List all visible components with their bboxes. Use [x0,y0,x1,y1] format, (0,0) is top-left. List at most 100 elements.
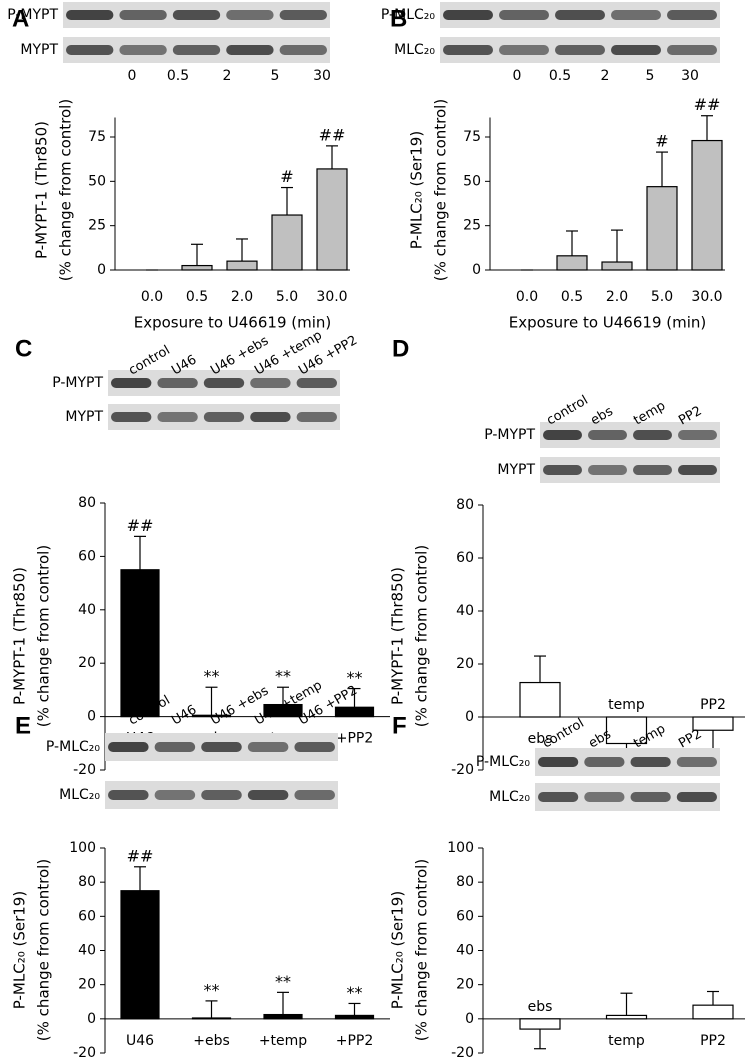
y-axis-label: P-MYPT-1 (Thr850) [11,567,29,705]
y-tick-label: 75 [88,129,106,145]
blot-row-label: MLC₂₀ [394,42,435,58]
blot-band [633,430,672,440]
bar [271,214,303,271]
x-tick-label: 0.5 [186,289,208,305]
lane-label: 5 [271,68,280,84]
blot-row-label: P-MYPT [7,7,58,23]
y-tick-label: 40 [78,602,96,618]
blot-band [538,792,579,802]
blot-band [294,790,335,800]
y-tick-label: 50 [463,173,481,189]
blot-band [678,465,717,475]
blot-row-label: MLC₂₀ [59,787,100,803]
bar [605,1014,648,1020]
x-axis-label: Exposure to U46619 (min) [134,314,332,332]
x-tick-label: PP2 [700,697,726,713]
y-axis-label: (% change from control) [413,859,431,1041]
x-tick-label: +PP2 [336,1033,374,1049]
lane-label: 0 [513,68,522,84]
blot-band [154,742,196,752]
blot-band [279,45,327,55]
bar [181,264,213,271]
blot-band [247,742,289,752]
x-tick-label: U46 [126,1033,154,1049]
x-tick-label: temp [608,1033,645,1049]
y-tick-label: -20 [451,762,474,778]
blot-band [250,378,291,388]
y-tick-label: 80 [78,874,96,890]
x-tick-label: 5.0 [276,289,298,305]
y-tick-label: 0 [87,1011,96,1027]
blot-band [555,45,605,55]
blot-band [588,465,627,475]
blot-band [201,790,242,800]
lane-label: control [540,716,587,752]
blot-band [226,10,274,20]
blot-band [296,378,337,388]
blot-row-label: MYPT [65,409,103,425]
significance-label: ## [694,95,721,114]
blot-band [119,45,167,55]
y-axis-label: (% change from control) [35,545,53,727]
y-tick-label: 20 [456,656,474,672]
blot-band [157,412,198,422]
blot-band [443,10,493,20]
bar [263,1013,303,1020]
blot-row-label: P-MYPT [52,375,103,391]
blot-band [630,792,671,802]
y-tick-label: 40 [456,943,474,959]
blot-band [111,378,152,388]
bar [691,139,723,271]
bar [263,703,303,718]
significance-label: # [280,167,293,186]
bar [646,186,678,271]
blot-band [676,792,717,802]
x-tick-label: temp [608,697,645,713]
panel-label: F [392,712,407,739]
blot-band [667,10,717,20]
significance-label: ** [275,667,291,686]
x-tick-label: +PP2 [336,731,374,747]
bar [692,1004,734,1020]
y-tick-label: 80 [456,874,474,890]
significance-label: ** [347,983,363,1002]
y-tick-label: 50 [88,173,106,189]
y-axis-label: P-MYPT-1 (Thr850) [389,567,407,705]
blot-band [203,412,245,422]
y-tick-label: -20 [451,1045,474,1061]
y-tick-label: 80 [456,497,474,513]
blot-band [296,412,337,422]
blot-band [543,430,582,440]
blot-band [499,10,549,20]
x-tick-label: 0.0 [516,289,538,305]
blot-band [584,792,625,802]
x-tick-label: 5.0 [651,289,673,305]
y-axis-label: P-MLC₂₀ (Ser19) [11,891,29,1009]
blot-band [584,757,625,767]
blot-band [203,378,245,388]
blot-band [279,10,327,20]
blot-band [108,790,149,800]
blot-band [154,790,196,800]
bar [334,1014,375,1020]
lane-label: 5 [646,68,655,84]
panel-label: C [15,335,32,362]
blot-row-label: P-MLC₂₀ [46,739,100,755]
blot-row-label: P-MLC₂₀ [476,754,530,770]
blot-band [201,742,242,752]
significance-label: ** [347,668,363,687]
lane-label: 2 [223,68,232,84]
y-tick-label: 0 [97,262,106,278]
lane-label: 30 [313,68,331,84]
y-tick-label: 0 [472,262,481,278]
y-tick-label: 60 [456,908,474,924]
x-tick-label: 30.0 [316,289,347,305]
y-tick-label: -20 [73,762,96,778]
blot-band [66,45,114,55]
bar [120,569,160,718]
blot-row-label: MYPT [20,42,58,58]
y-tick-label: 100 [447,840,474,856]
bar [226,260,258,271]
